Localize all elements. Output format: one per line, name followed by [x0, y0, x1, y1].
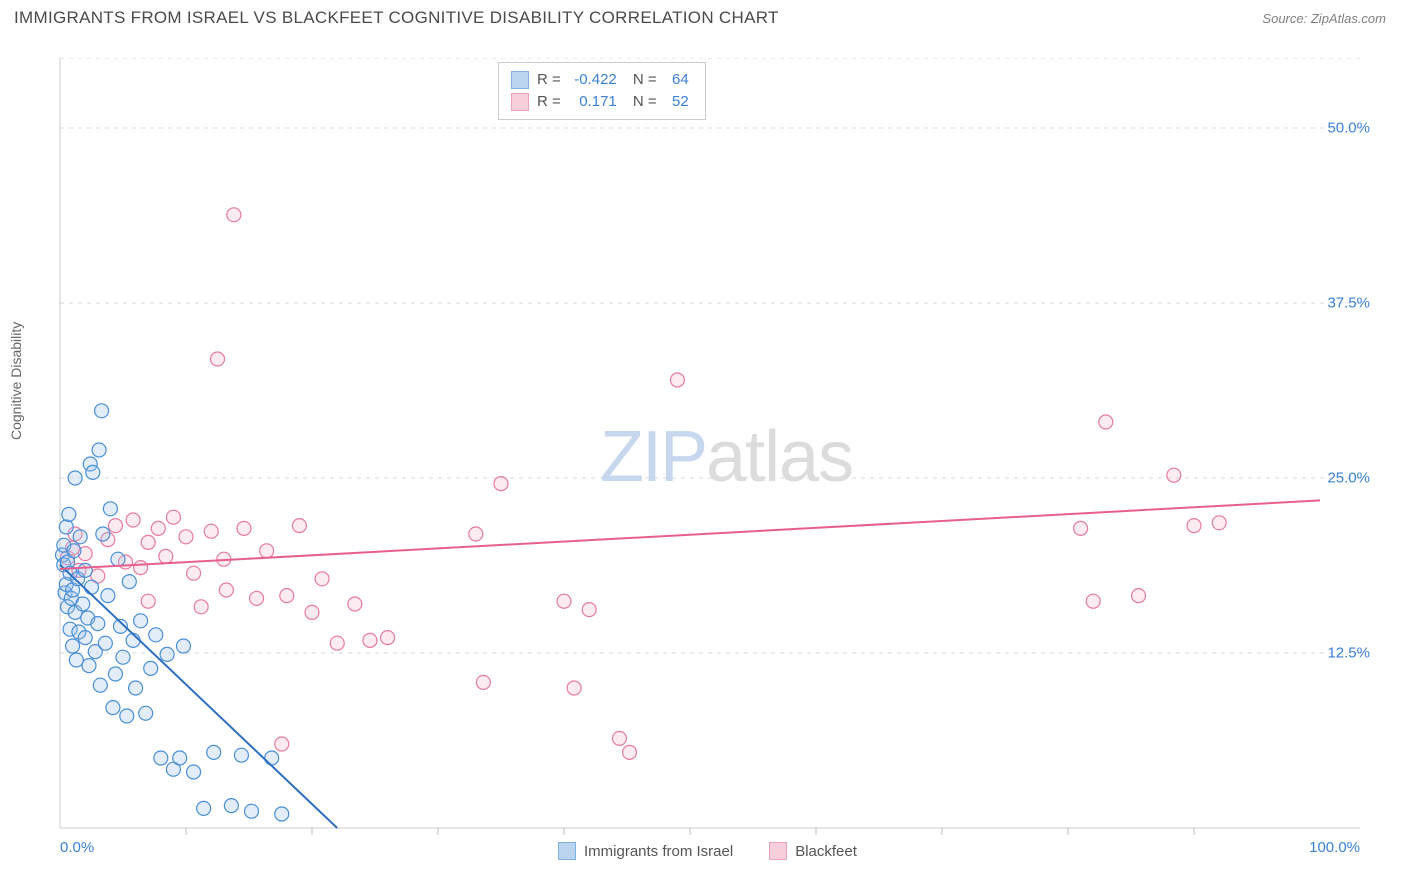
- legend-n-value: 64: [665, 69, 693, 91]
- legend-n-value: 52: [665, 91, 693, 113]
- source-attribution: Source: ZipAtlas.com: [1262, 11, 1386, 26]
- x-tick-label: 0.0%: [60, 839, 94, 856]
- series-name: Blackfeet: [795, 843, 857, 860]
- y-axis-label: Cognitive Disability: [8, 322, 24, 440]
- legend-n-label: N =: [629, 91, 657, 113]
- legend-n-label: N =: [629, 69, 657, 91]
- legend-r-value: 0.171: [569, 91, 621, 113]
- source-value: ZipAtlas.com: [1311, 11, 1386, 26]
- scatter-chart: [48, 58, 1378, 858]
- y-tick-label: 50.0%: [1327, 120, 1370, 137]
- stats-legend-row: R = -0.422 N = 64: [511, 69, 693, 91]
- legend-swatch: [558, 842, 576, 860]
- legend-swatch: [511, 93, 529, 111]
- y-tick-label: 12.5%: [1327, 645, 1370, 662]
- source-label: Source:: [1262, 11, 1307, 26]
- stats-legend-row: R = 0.171 N = 52: [511, 91, 693, 113]
- legend-r-label: R =: [537, 69, 561, 91]
- series-legend-item: Blackfeet: [769, 842, 857, 860]
- legend-r-label: R =: [537, 91, 561, 113]
- y-tick-label: 25.0%: [1327, 470, 1370, 487]
- legend-r-value: -0.422: [569, 69, 621, 91]
- series-legend: Immigrants from Israel Blackfeet: [558, 842, 857, 860]
- legend-swatch: [511, 71, 529, 89]
- stats-legend: R = -0.422 N = 64 R = 0.171 N = 52: [498, 62, 706, 120]
- series-legend-item: Immigrants from Israel: [558, 842, 733, 860]
- chart-title: IMMIGRANTS FROM ISRAEL VS BLACKFEET COGN…: [14, 8, 779, 28]
- title-bar: IMMIGRANTS FROM ISRAEL VS BLACKFEET COGN…: [0, 0, 1406, 36]
- legend-swatch: [769, 842, 787, 860]
- series-name: Immigrants from Israel: [584, 843, 733, 860]
- chart-container: ZIPatlas R =-0.422 N =64R =0.171 N =52 I…: [48, 58, 1378, 828]
- y-tick-label: 37.5%: [1327, 295, 1370, 312]
- x-tick-label: 100.0%: [1309, 839, 1360, 856]
